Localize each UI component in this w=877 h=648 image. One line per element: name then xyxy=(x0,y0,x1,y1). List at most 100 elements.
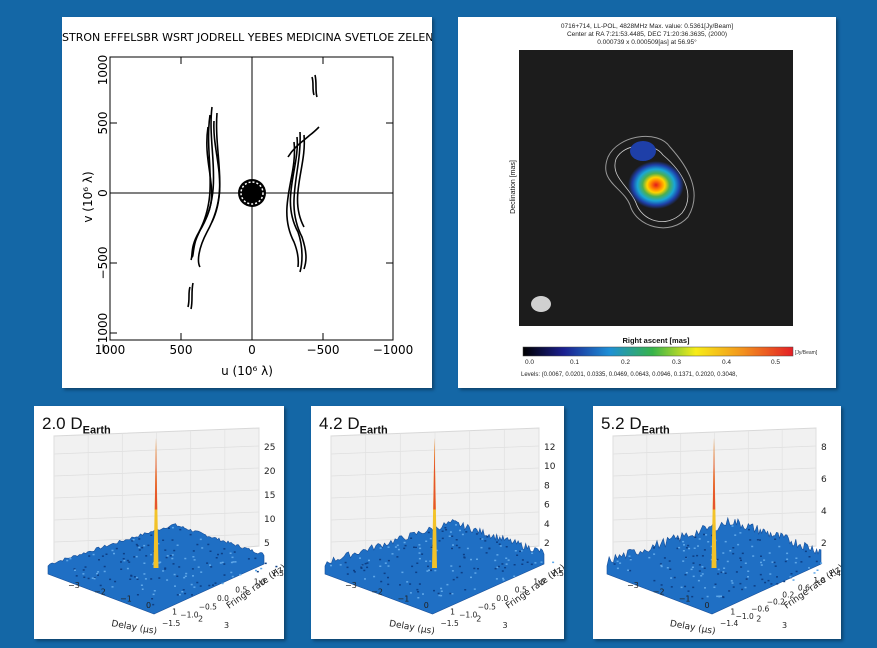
z-tick-label: 8 xyxy=(821,443,827,453)
x-tick-label: 3 xyxy=(224,621,229,630)
y-tick-label: 500 xyxy=(96,112,110,135)
surface-texture xyxy=(613,525,823,600)
y-tick-label: 0.0 xyxy=(496,594,508,603)
y-axis-label: v (10⁶ λ) xyxy=(81,171,95,222)
x-tick-label: −3 xyxy=(627,581,639,590)
y-tick-label: 1.0 xyxy=(533,577,545,586)
fringe-plot: 8 6 4 2 −3 −2 −1 0 1 2 3 −1.4−1.0−0.6−0.20.2 0.61.0 1… xyxy=(606,427,841,637)
y-tick-label: −1.0 xyxy=(736,612,754,621)
contour-levels: Levels: (0.0067, 0.0201, 0.0335, 0.0469,… xyxy=(521,372,738,378)
x-tick-label: 3 xyxy=(503,621,508,630)
map-x-axis-label: Right ascent [mas] xyxy=(622,336,690,345)
x-tick-label: −1 xyxy=(679,594,691,603)
map-y-axis-label: Declination [mas] xyxy=(510,160,517,214)
z-tick-label: 25 xyxy=(264,443,275,453)
map-header-line3: 0.000739 x 0.000509[as] at 56.95° xyxy=(597,38,697,46)
x-tick-label: 1000 xyxy=(95,343,126,357)
x-tick-label: −1 xyxy=(120,594,132,603)
y-tick-label: −0.5 xyxy=(478,602,496,611)
z-tick-label: 4 xyxy=(821,507,827,517)
x-axis-label: Delay (μs) xyxy=(669,619,716,637)
y-tick-label: −1.0 xyxy=(459,611,477,620)
x-tick-label: −2 xyxy=(653,588,665,597)
fringe-panel-3: 5.2 DEarth 8 6 4 2 −3 −2 −1 0 1 2 3 −1.4 −1.0 −0.6 −0.… xyxy=(593,406,841,639)
radio-image-panel: 0716+714, LL-POL, 4828MHz Max. value: 0.… xyxy=(458,17,836,388)
map-header-line1: 0716+714, LL-POL, 4828MHz Max. value: 0.… xyxy=(561,23,733,30)
z-tick-label: 6 xyxy=(544,501,550,511)
core-component xyxy=(628,161,684,209)
fringe-panel-title: 4.2 DEarth xyxy=(319,414,388,437)
beam-ellipse xyxy=(531,296,551,312)
x-tick-label: 2 xyxy=(198,614,203,623)
x-axis-label: Delay (μs) xyxy=(388,619,435,637)
x-tick-label: −1000 xyxy=(373,343,414,357)
x-tick-label: −3 xyxy=(345,581,357,590)
z-tick-label: 2 xyxy=(544,539,550,549)
colorbar-unit: [Jy/Beam] xyxy=(795,350,818,356)
colorbar-tick: 0.3 xyxy=(672,359,681,366)
y-tick-label: 0.2 xyxy=(782,590,794,599)
uv-coverage-plot: STRON EFFELSBR WSRT JODRELL YEBES MEDICI… xyxy=(62,31,432,378)
colorbar-tick: 0.5 xyxy=(771,359,780,366)
y-tick-label: 1.4 xyxy=(829,569,841,578)
y-tick-label: 1000 xyxy=(96,55,110,86)
fringe-plot: 12108642−3−2−10123−1.5−1.0−0.50.00.51.01… xyxy=(324,427,564,637)
y-tick-label: −1.5 xyxy=(441,619,459,628)
y-tick-label: 0.6 xyxy=(798,583,810,592)
x-tick-label: 1 xyxy=(172,608,177,617)
fringe-plot: 25 20 15 10 5 −3 −2 −1 0 1 2 3 −1.5−1.0−0.50.0 0.5 1.0… xyxy=(47,427,284,637)
y-tick-label: 1.0 xyxy=(813,576,825,585)
z-tick-label: 4 xyxy=(544,520,550,530)
uv-tracks xyxy=(187,74,320,310)
x-tick-label: 1 xyxy=(730,608,735,617)
x-ticks xyxy=(109,56,394,340)
x-tick-label: 2 xyxy=(756,614,761,623)
x-tick-label: −500 xyxy=(307,343,340,357)
noise-surface xyxy=(47,523,265,615)
z-tick-label: 15 xyxy=(264,491,275,501)
x-tick-label: −2 xyxy=(371,588,383,597)
fringe-panel-2: 4.2 DEarth 12 10 8 6 4 2 −3 −2 −1 0 1 2 3 −1.5 −1.0 −0.… xyxy=(311,406,564,639)
z-tick-label: 6 xyxy=(821,475,827,485)
x-axis-label: u (10⁶ λ) xyxy=(221,364,273,378)
x-tick-label: 500 xyxy=(170,343,193,357)
y-tick-label: −0.2 xyxy=(767,598,785,607)
colorbar-tick: 0.0 xyxy=(525,359,534,366)
z-tick-label: 5 xyxy=(264,539,270,549)
colorbar-tick: 0.4 xyxy=(722,359,731,366)
colorbar xyxy=(522,346,794,357)
x-tick-label: −3 xyxy=(68,581,80,590)
x-tick-label: 2 xyxy=(476,614,481,623)
x-tick-label: 1 xyxy=(450,608,455,617)
y-tick-label: 1.5 xyxy=(272,569,284,578)
fringe-panel-title: 5.2 DEarth xyxy=(601,414,670,437)
y-tick-label: −1.4 xyxy=(720,619,738,628)
x-tick-label: 0 xyxy=(248,343,256,357)
x-tick-label: 0 xyxy=(424,601,429,610)
y-tick-label: −1.0 xyxy=(180,611,198,620)
z-tick-label: 10 xyxy=(544,462,556,472)
y-tick-label: 0.5 xyxy=(235,586,247,595)
y-tick-label: −0.5 xyxy=(199,602,217,611)
z-tick-label: 12 xyxy=(544,443,555,453)
uv-coverage-panel: STRON EFFELSBR WSRT JODRELL YEBES MEDICI… xyxy=(62,17,432,388)
y-tick-label: 0.5 xyxy=(515,586,527,595)
y-tick-label: −1.5 xyxy=(162,619,180,628)
colorbar-tick: 0.2 xyxy=(621,359,630,366)
fringe-panel-1: 2.0 DEarth 25 20 15 10 5 −3 −2 −1 0 1 2 3 −1.5 −1.0 −0… xyxy=(34,406,284,639)
colorbar-tick: 0.1 xyxy=(570,359,579,366)
fringe-panel-title: 2.0 DEarth xyxy=(42,414,111,437)
map-header-line2: Center at RA 7:21:53.4485, DEC 71:20:36.… xyxy=(567,31,727,38)
x-tick-label: −1 xyxy=(398,594,410,603)
jet-component xyxy=(630,141,656,161)
y-tick-label: −1000 xyxy=(96,313,110,354)
y-tick-label: 1.5 xyxy=(552,569,564,578)
zero-spacing-marker xyxy=(238,179,266,207)
y-tick-label: 0.0 xyxy=(217,594,229,603)
z-tick-label: 2 xyxy=(821,539,827,549)
x-tick-label: −2 xyxy=(94,588,106,597)
map-contour xyxy=(605,135,695,229)
y-tick-label: 1.0 xyxy=(254,577,266,586)
z-tick-label: 20 xyxy=(264,467,276,477)
x-tick-label: 0 xyxy=(705,601,710,610)
